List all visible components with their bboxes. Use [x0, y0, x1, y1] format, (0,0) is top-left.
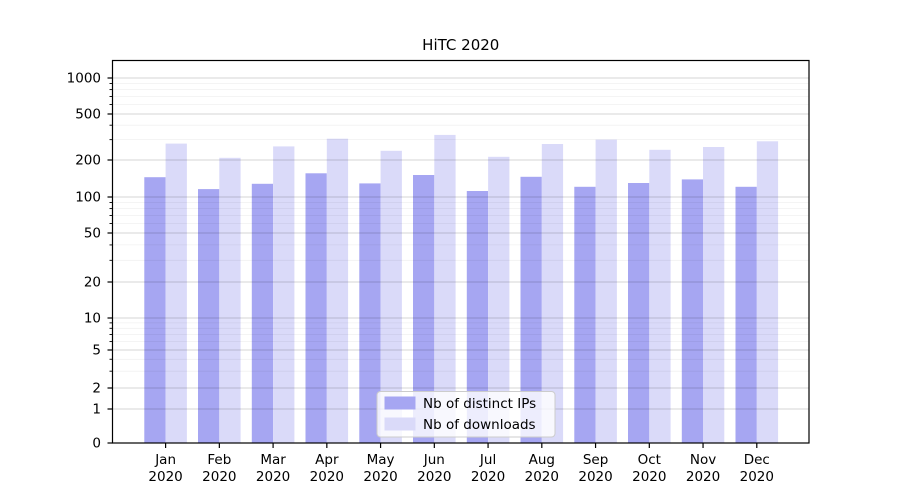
x-tick-label-year: 2020	[417, 469, 451, 485]
x-tick-label-year: 2020	[525, 469, 559, 485]
bar-distinct-ips-jul	[466, 191, 489, 443]
x-tick-label-month: Dec	[744, 452, 770, 468]
x-tick-label-month: Jul	[479, 452, 496, 468]
bar-downloads-jan	[165, 143, 187, 443]
y-tick-label: 1000	[67, 71, 101, 87]
bar-distinct-ips-dec	[735, 186, 757, 444]
x-tick-label-year: 2020	[202, 469, 236, 485]
x-tick-label-year: 2020	[740, 469, 774, 485]
bar-downloads-oct	[649, 149, 671, 444]
x-tick-label-year: 2020	[578, 469, 612, 485]
x-tick-label-month: Sep	[583, 452, 608, 468]
legend-swatch-distinct-ips	[384, 396, 416, 410]
x-tick-label-month: Jan	[154, 452, 176, 468]
x-tick-label-year: 2020	[256, 469, 290, 485]
x-tick-label-year: 2020	[148, 469, 182, 485]
x-tick-label-year: 2020	[363, 469, 397, 485]
bar-downloads-jun	[434, 134, 456, 443]
y-tick-label: 10	[84, 311, 101, 327]
x-tick-label-year: 2020	[310, 469, 344, 485]
bar-distinct-ips-sep	[574, 186, 596, 444]
y-tick-label: 200	[75, 153, 101, 169]
bar-distinct-ips-feb	[198, 189, 220, 443]
y-tick-label: 0	[92, 436, 101, 452]
x-tick-label-year: 2020	[632, 469, 666, 485]
y-tick-label: 2	[92, 381, 101, 397]
x-tick-label-year: 2020	[471, 469, 505, 485]
y-tick-label: 20	[84, 275, 101, 291]
bar-distinct-ips-aug	[520, 176, 542, 444]
bar-distinct-ips-apr	[305, 173, 327, 444]
bar-distinct-ips-may	[359, 183, 381, 443]
x-tick-label-month: Jun	[423, 452, 445, 468]
x-tick-label-month: Aug	[529, 452, 555, 468]
bar-downloads-aug	[541, 144, 564, 443]
bar-downloads-dec	[756, 141, 779, 444]
x-tick-label-month: Nov	[690, 452, 716, 468]
bar-downloads-nov	[703, 147, 725, 443]
legend-swatch-downloads	[384, 417, 416, 431]
chart-title: HiTC 2020	[422, 36, 499, 54]
y-tick-label: 50	[84, 226, 101, 242]
x-tick-label-month: May	[367, 452, 395, 468]
bar-distinct-ips-mar	[251, 183, 274, 444]
bar-downloads-sep	[595, 139, 617, 443]
bar-downloads-mar	[273, 146, 295, 443]
x-tick-label-month: Mar	[260, 452, 286, 468]
legend-label-distinct-ips: Nb of distinct IPs	[423, 396, 536, 412]
bar-downloads-may	[380, 150, 402, 444]
bar-distinct-ips-nov	[681, 179, 704, 443]
y-tick-label: 100	[75, 190, 101, 206]
bar-distinct-ips-jan	[144, 177, 166, 443]
legend-box	[376, 391, 556, 438]
y-tick-label: 5	[92, 343, 101, 359]
y-tick-label: 1	[92, 402, 101, 418]
bar-downloads-jul	[488, 156, 510, 444]
plot-border	[111, 59, 810, 444]
x-tick-label-month: Apr	[315, 452, 339, 468]
bar-downloads-feb	[219, 157, 241, 444]
legend-label-downloads: Nb of downloads	[423, 417, 536, 433]
bar-downloads-apr	[326, 138, 349, 443]
x-tick-label-month: Oct	[638, 452, 661, 468]
x-tick-label-month: Feb	[207, 452, 231, 468]
y-tick-label: 500	[75, 107, 101, 123]
bar-distinct-ips-oct	[628, 183, 650, 443]
x-tick-label-year: 2020	[686, 469, 720, 485]
bar-distinct-ips-jun	[413, 175, 435, 443]
